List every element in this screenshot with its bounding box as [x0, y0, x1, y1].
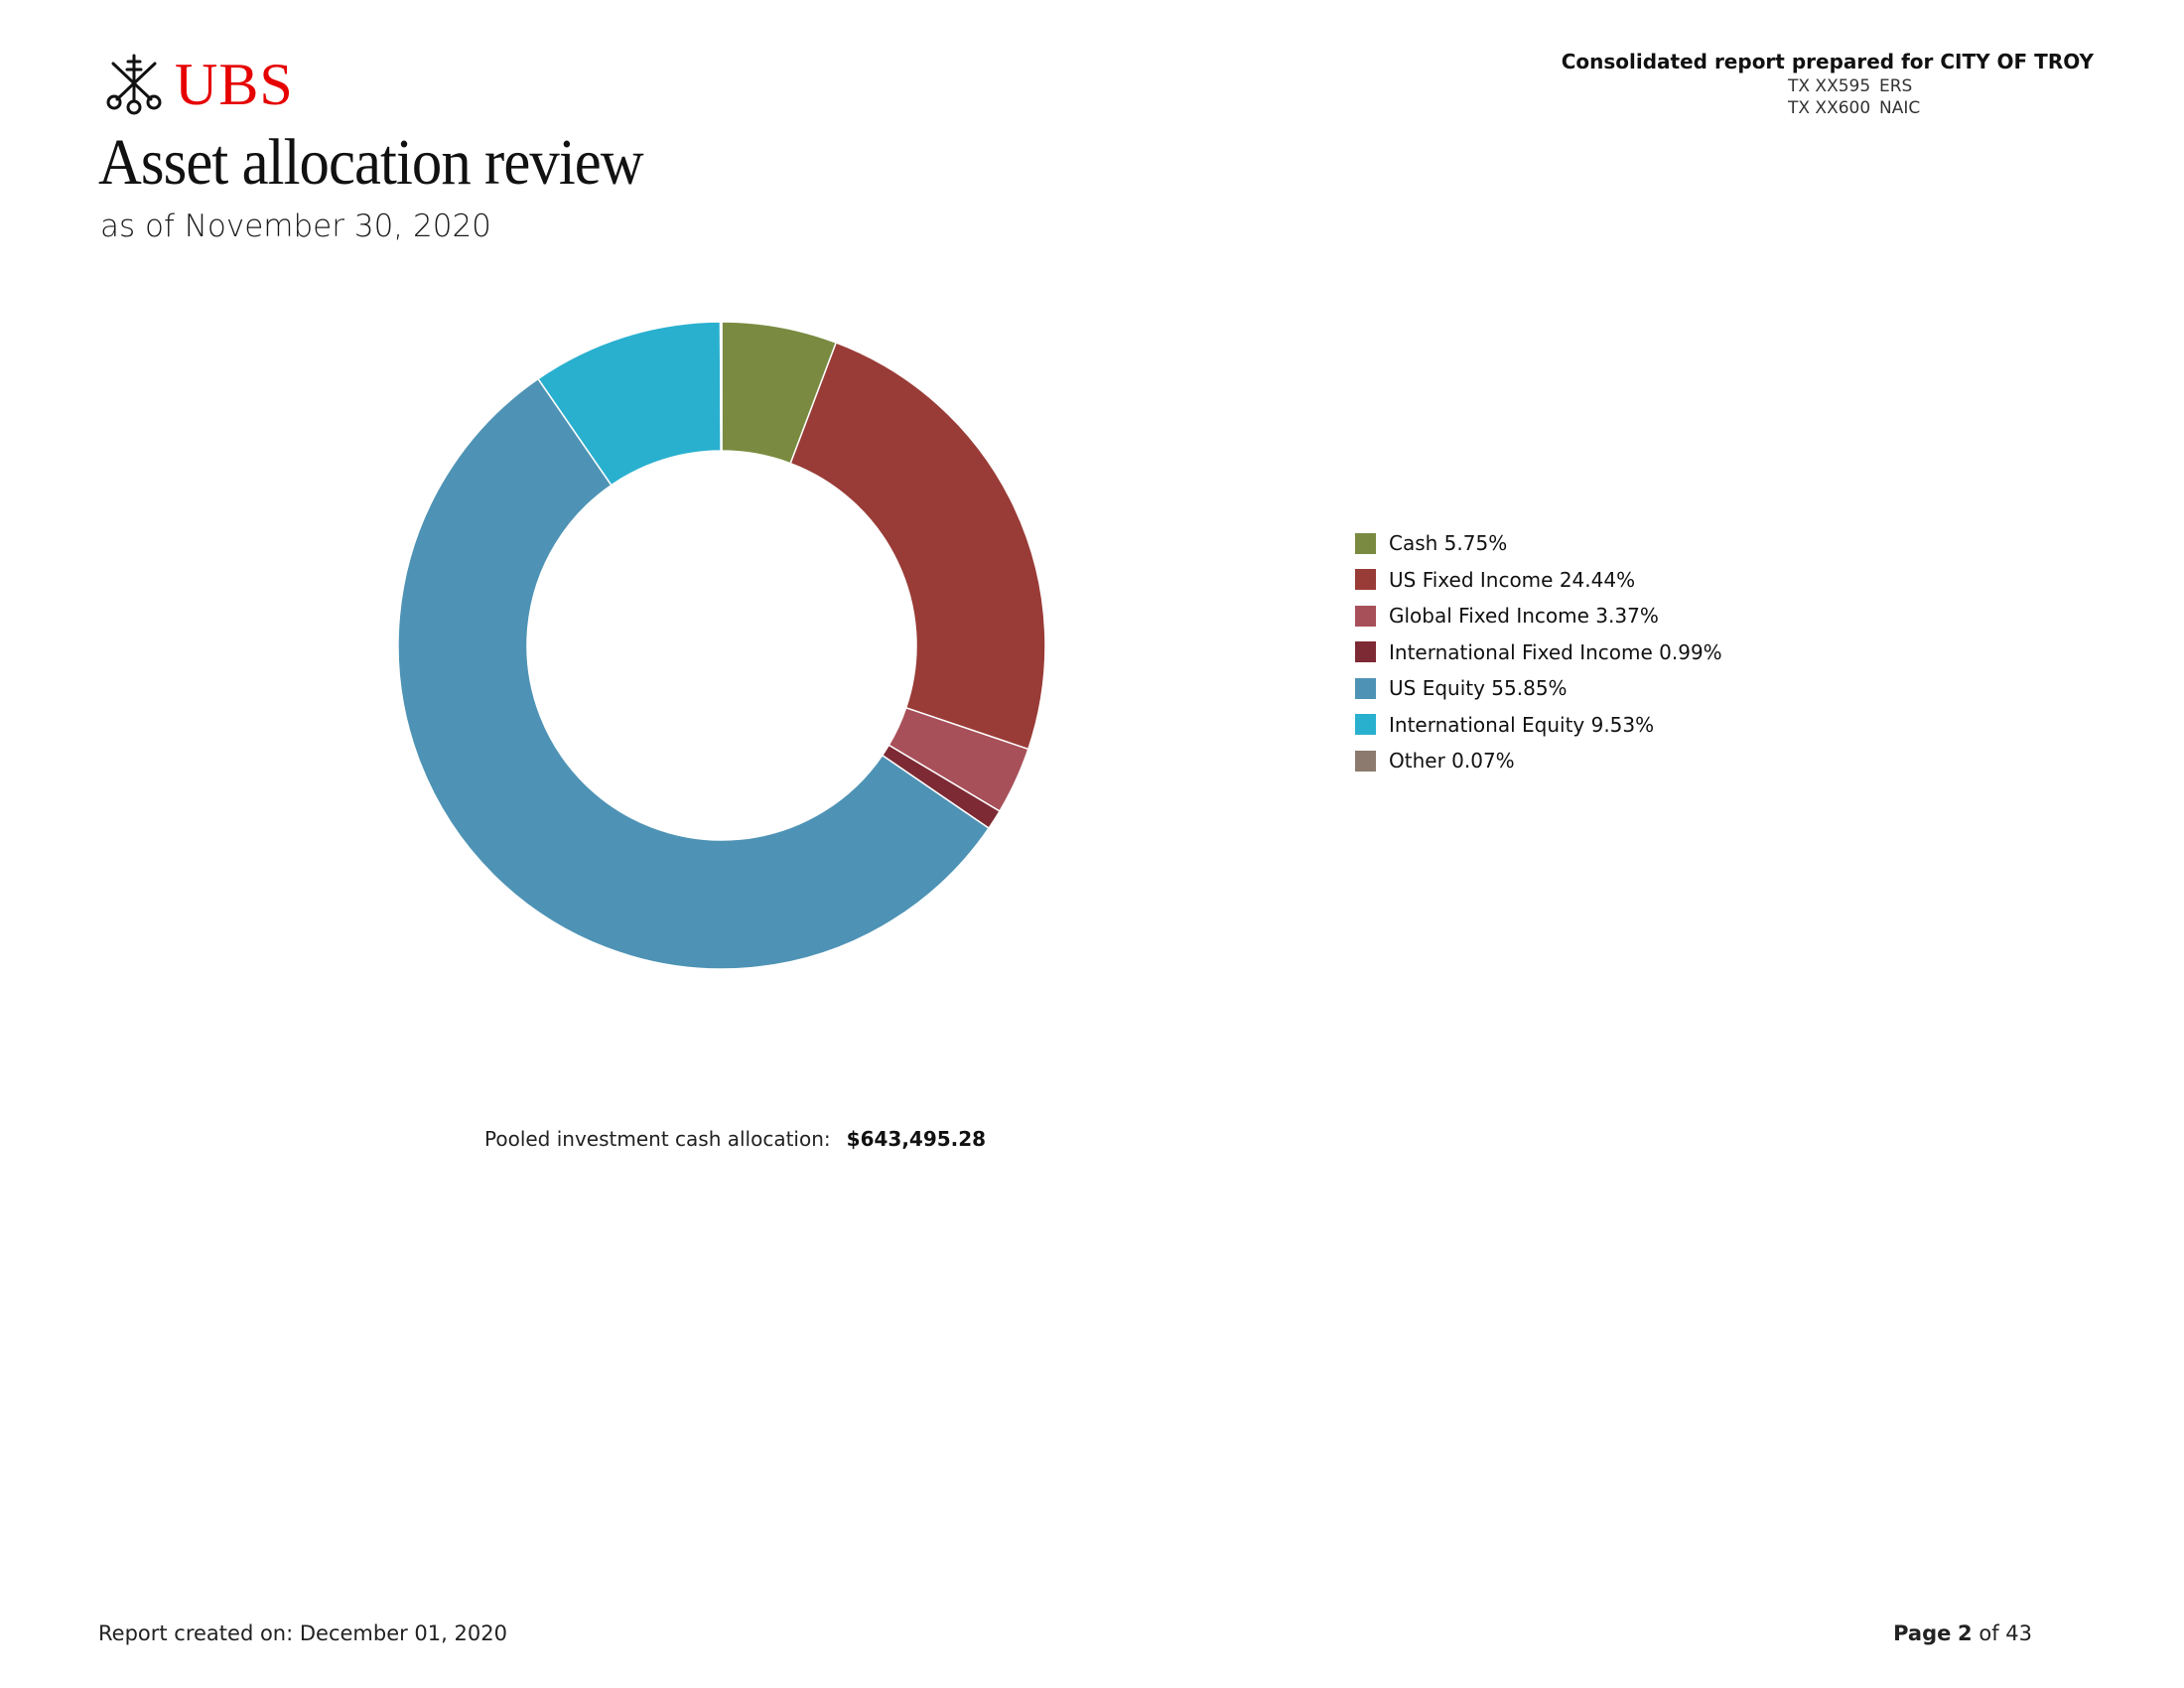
legend-label: International Equity 9.53% [1389, 712, 1655, 737]
chart-legend: Cash 5.75% US Fixed Income 24.44% Global F… [1355, 525, 1722, 779]
legend-label: Global Fixed Income 3.37% [1389, 604, 1659, 629]
legend-label: US Equity 55.85% [1389, 676, 1568, 701]
legend-swatch [1355, 532, 1376, 554]
legend-swatch [1355, 714, 1376, 736]
legend-label: Other 0.07% [1389, 749, 1515, 774]
account-code: TX XX600 [1788, 98, 1871, 118]
account-line: TX XX595 ERS [1788, 75, 1920, 97]
legend-item: International Equity 9.53% [1355, 707, 1722, 744]
legend-item: Global Fixed Income 3.37% [1355, 598, 1722, 634]
keys-logo-icon [106, 54, 162, 115]
page-indicator: Page 2 of 43 [1893, 1621, 2032, 1645]
legend-label: International Fixed Income 0.99% [1389, 639, 1722, 664]
report-header: Consolidated report prepared for CITY OF… [1562, 50, 2094, 73]
legend-label: Cash 5.75% [1389, 531, 1508, 556]
report-created-date: Report created on: December 01, 2020 [98, 1621, 507, 1645]
legend-label: US Fixed Income 24.44% [1389, 567, 1636, 592]
page-total: of 43 [1979, 1621, 2032, 1645]
account-list: TX XX595 ERS TX XX600 NAIC [1788, 75, 1920, 119]
pooled-investment-line: Pooled investment cash allocation: $643,4… [484, 1127, 986, 1151]
legend-swatch [1355, 641, 1376, 663]
legend-item: US Fixed Income 24.44% [1355, 562, 1722, 599]
legend-swatch [1355, 750, 1376, 772]
legend-item: US Equity 55.85% [1355, 670, 1722, 707]
legend-item: International Fixed Income 0.99% [1355, 634, 1722, 671]
page-label: Page [1893, 1621, 1952, 1645]
page-title: Asset allocation review [98, 126, 644, 199]
page-number: 2 [1958, 1621, 1973, 1645]
donut-slice-other [719, 321, 723, 452]
account-line: TX XX600 NAIC [1788, 97, 1920, 119]
legend-item: Other 0.07% [1355, 743, 1722, 779]
donut-slice-us-equity [397, 377, 991, 970]
ubs-logo: UBS [103, 50, 294, 119]
legend-swatch [1355, 605, 1376, 627]
logo-wordmark: UBS [175, 52, 294, 117]
pooled-label: Pooled investment cash allocation: [484, 1127, 831, 1151]
account-name: ERS [1879, 76, 1913, 96]
pooled-amount: $643,495.28 [846, 1127, 987, 1151]
legend-swatch [1355, 569, 1376, 591]
page-subtitle: as of November 30, 2020 [100, 209, 491, 244]
account-name: NAIC [1879, 98, 1921, 118]
donut-slice-us-fixed-income [789, 342, 1046, 751]
prepared-for: Consolidated report prepared for CITY OF… [1561, 50, 2094, 73]
legend-swatch [1355, 677, 1376, 699]
account-code: TX XX595 [1788, 76, 1871, 96]
legend-item: Cash 5.75% [1355, 525, 1722, 562]
